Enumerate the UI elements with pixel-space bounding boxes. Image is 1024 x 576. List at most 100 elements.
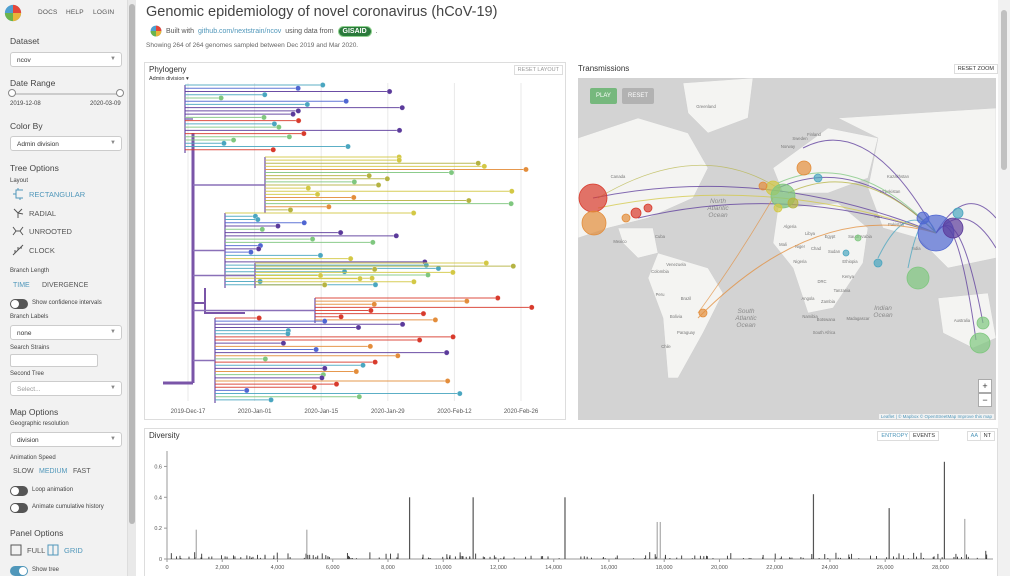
confidence-toggle[interactable] [10,299,28,309]
color-by-select[interactable]: Admin division ▼ [10,136,122,151]
tree-tip [375,182,382,188]
dataset-select[interactable]: ncov ▼ [10,52,122,67]
map-label-south-africa: South Africa [813,330,836,335]
diversity-x-tick-label: 12,000 [490,565,507,571]
tree-tip [372,359,378,365]
main-scrollbar[interactable] [998,0,1010,576]
show-tree-toggle[interactable] [10,566,28,576]
nextstrain-logo[interactable] [4,4,22,22]
map-label-brazil: Brazil [681,296,692,301]
layout-clock[interactable]: CLOCK [12,243,55,257]
play-button[interactable]: PLAY [590,88,617,104]
map-attribution[interactable]: Leaflet | © Mapbox © OpenStreetMap Impro… [878,414,994,419]
aa-button[interactable]: AA [966,431,981,441]
map-label-canada: Canada [611,174,626,179]
speed-slow-option[interactable]: SLOW [13,468,34,475]
branch-labels-label: Branch Labels [10,314,49,320]
diversity-x-tick-label: 14,000 [545,565,562,571]
tree-tip [230,137,237,143]
search-strains-input[interactable] [10,354,98,367]
map-label-sweden: Sweden [792,136,808,141]
layout-unrooted[interactable]: UNROOTED [12,224,72,238]
transmission-map[interactable]: Greenland Canada North Atlantic Ocean South At… [578,78,996,420]
chevron-down-icon: ▼ [110,329,116,335]
rectangular-tree-icon [13,188,23,200]
login-link[interactable]: LOGIN [93,9,115,16]
cumulative-label: Animate cumulative history [32,504,104,510]
map-label-libya: Libya [805,231,816,236]
loop-toggle[interactable] [10,486,28,496]
map-label-chile: Chile [661,344,671,349]
phylogeny-title: Phylogeny [149,65,187,74]
date-end-handle[interactable] [116,89,124,97]
map-location-circle [698,308,708,318]
zoom-out-button[interactable]: − [978,393,992,407]
reset-button[interactable]: RESET [622,88,655,104]
speed-fast-option[interactable]: FAST [73,468,91,475]
branch-labels-select[interactable]: none ▼ [10,325,122,340]
panel-grid-option[interactable]: GRID [47,543,83,557]
branch-time-option[interactable]: TIME [13,282,30,289]
sidebar: DOCS HELP LOGIN Dataset ncov ▼ Date Range… [0,0,128,576]
tree-tip [321,282,328,288]
sidebar-scroll-thumb[interactable] [129,4,135,524]
docs-link[interactable]: DOCS [38,9,58,16]
diversity-y-tick-label: 0.4 [154,495,162,501]
tree-tip [399,104,405,111]
nt-button[interactable]: NT [979,431,995,441]
chevron-down-icon: ▾ [186,76,189,82]
tree-tip [287,207,294,213]
diversity-x-tick-label: 18,000 [656,565,673,571]
panel-full-option[interactable]: FULL [10,543,45,557]
panel-options-title: Panel Options [10,528,64,538]
tree-tip [218,95,224,101]
diversity-x-tick-label: 4,000 [271,565,285,571]
zoom-in-button[interactable]: + [978,379,992,393]
map-location-circle [969,332,991,354]
speed-medium-option[interactable]: MEDIUM [39,468,68,475]
map-label-cuba: Cuba [655,234,666,239]
main-scroll-thumb[interactable] [1001,10,1007,170]
map-label-angola: Angola [801,296,815,301]
github-link[interactable]: github.com/nextstrain/ncov [198,27,282,35]
cumulative-toggle[interactable] [10,503,28,513]
map-location-circle [873,258,883,268]
map-location-circle [906,266,930,290]
phylogeny-tree[interactable]: 2019-Dec-17 2020-Jan-01 2020-Jan-15 2020-Ja… [145,63,565,419]
entropy-button[interactable]: ENTROPY [877,431,911,441]
toggle-knob [11,300,19,308]
tree-color-selector[interactable]: Admin division ▾ [149,76,189,82]
tree-tip [410,210,417,216]
tree-tip [466,197,472,204]
help-link[interactable]: HELP [66,9,84,16]
tree-x-tick-label: 2019-Dec-17 [171,409,206,415]
tree-tip [275,223,281,229]
tree-tip [304,101,311,108]
layout-rectangular[interactable]: RECTANGULAR [12,187,85,201]
geo-res-select[interactable]: division ▼ [10,432,122,447]
reset-layout-button[interactable]: RESET LAYOUT [513,65,563,75]
tree-tip [448,169,455,176]
tree-tip [483,260,490,266]
tree-tip [528,304,535,311]
date-range-track[interactable] [12,93,120,95]
date-start-handle[interactable] [8,89,16,97]
chevron-down-icon: ▼ [110,436,116,442]
events-button[interactable]: EVENTS [908,431,939,441]
tree-tip [372,281,379,288]
map-label-mali: Mali [779,242,787,247]
tree-tip [271,121,278,127]
sidebar-scrollbar[interactable] [128,0,136,576]
layout-radial[interactable]: RADIAL [12,206,56,220]
tree-tip [396,157,402,163]
gisaid-logo[interactable]: GISAID [337,25,372,37]
reset-zoom-button[interactable]: RESET ZOOM [953,64,998,74]
second-tree-select[interactable]: Select... ▼ [10,381,122,396]
branch-divergence-option[interactable]: DIVERGENCE [42,282,89,289]
tree-tip [450,269,456,276]
map-location-circle [581,210,607,236]
diversity-chart[interactable]: 0 0.2 0.4 0.6 0 2,000 4,000 6,000 8,000 10,000 12,… [145,429,997,575]
map-label-line: Ocean [708,212,728,219]
map-label-greenland: Greenland [696,104,716,109]
